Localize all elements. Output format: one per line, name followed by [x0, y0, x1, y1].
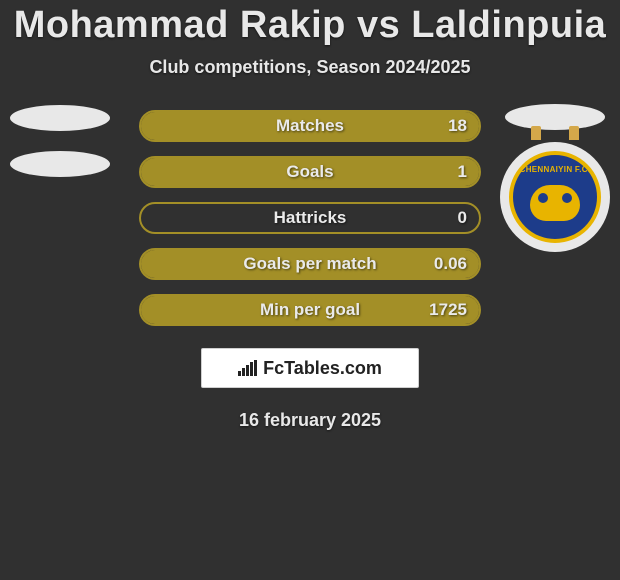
club-name: CHENNAIYIN F.C.	[520, 165, 591, 174]
stats-bars: Matches 18 Goals 1 Hattricks 0 Goals per…	[139, 110, 481, 326]
right-player-badges: CHENNAIYIN F.C.	[500, 104, 610, 252]
comparison-card: Mohammad Rakip vs Laldinpuia Club compet…	[0, 0, 620, 431]
stat-label: Hattricks	[274, 208, 347, 228]
club-mascot-icon	[530, 185, 580, 221]
subtitle: Club competitions, Season 2024/2025	[0, 57, 620, 78]
stat-value: 1725	[429, 300, 467, 320]
stat-label: Goals	[286, 162, 333, 182]
stat-row-matches: Matches 18	[139, 110, 481, 142]
stat-row-hattricks: Hattricks 0	[139, 202, 481, 234]
stat-value: 0.06	[434, 254, 467, 274]
club-trophies-icon	[531, 126, 579, 140]
stat-row-min-per-goal: Min per goal 1725	[139, 294, 481, 326]
stat-value: 0	[458, 208, 467, 228]
stat-value: 1	[458, 162, 467, 182]
stat-label: Matches	[276, 116, 344, 136]
left-player-avatars	[10, 105, 110, 177]
stat-value: 18	[448, 116, 467, 136]
stat-row-goals-per-match: Goals per match 0.06	[139, 248, 481, 280]
page-title: Mohammad Rakip vs Laldinpuia	[0, 4, 620, 47]
club-badge-inner: CHENNAIYIN F.C.	[509, 151, 601, 243]
date-text: 16 february 2025	[0, 410, 620, 431]
player-club-placeholder	[10, 151, 110, 177]
player-avatar-placeholder	[10, 105, 110, 131]
stat-label: Min per goal	[260, 300, 360, 320]
brand-text: FcTables.com	[263, 358, 382, 379]
brand-badge[interactable]: FcTables.com	[201, 348, 419, 388]
stat-label: Goals per match	[243, 254, 376, 274]
stat-row-goals: Goals 1	[139, 156, 481, 188]
middle-section: CHENNAIYIN F.C. Matches 18 Goals 1 Hattr…	[0, 110, 620, 326]
bars-chart-icon	[238, 360, 257, 376]
club-badge: CHENNAIYIN F.C.	[500, 142, 610, 252]
